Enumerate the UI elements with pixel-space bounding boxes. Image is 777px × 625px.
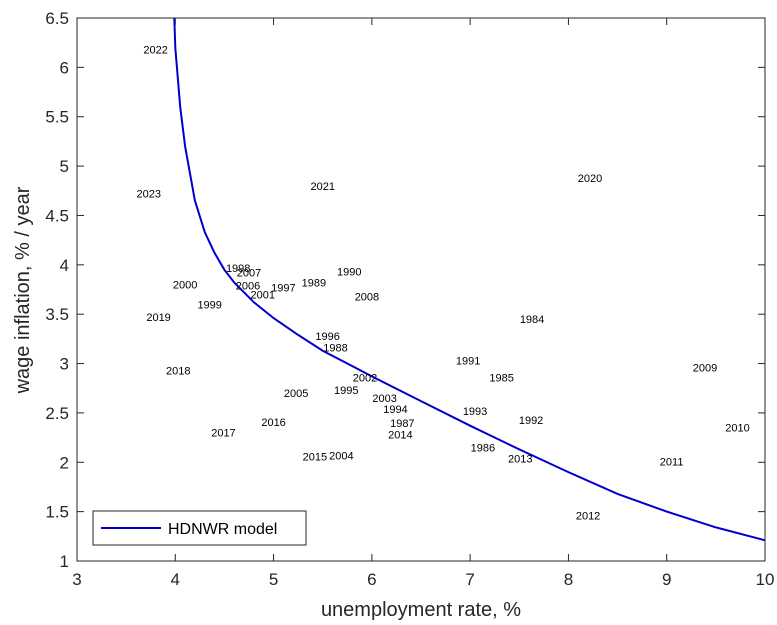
point-label-1990: 1990 (337, 267, 361, 279)
y-tick-label: 6 (60, 58, 69, 77)
axis-ticks (76, 17, 766, 562)
x-tick-label: 9 (662, 570, 671, 589)
y-axis-label: wage inflation, % / year (12, 186, 34, 394)
point-label-2014: 2014 (388, 430, 412, 442)
point-label-1989: 1989 (302, 278, 326, 290)
y-tick-label: 3 (60, 355, 69, 374)
x-axis-label: unemployment rate, % (321, 599, 521, 621)
y-tick-label: 1 (60, 552, 69, 571)
point-label-2018: 2018 (166, 365, 190, 377)
x-tick-label: 6 (367, 570, 376, 589)
point-label-2008: 2008 (355, 291, 379, 303)
point-label-2022: 2022 (143, 45, 167, 57)
legend: HDNWR model (92, 510, 307, 546)
point-label-2016: 2016 (261, 417, 285, 429)
point-label-2017: 2017 (211, 428, 235, 440)
point-label-1995: 1995 (334, 385, 358, 397)
y-tick-label: 4 (60, 256, 69, 275)
point-label-2015: 2015 (303, 451, 327, 463)
point-label-2010: 2010 (725, 423, 749, 435)
point-label-2001: 2001 (251, 289, 275, 301)
legend-label-hdnwr-model: HDNWR model (168, 521, 277, 538)
point-label-2007: 2007 (237, 268, 261, 280)
point-label-1999: 1999 (197, 299, 221, 311)
point-label-2009: 2009 (693, 362, 717, 374)
y-tick-label: 4.5 (45, 206, 69, 225)
x-tick-label: 7 (465, 570, 474, 589)
x-tick-label: 3 (72, 570, 81, 589)
point-label-1987: 1987 (390, 418, 414, 430)
plot-background (77, 18, 765, 561)
x-tick-label: 10 (756, 570, 775, 589)
series-line-hdnwr-model (173, 17, 766, 542)
y-tick-label: 1.5 (45, 503, 69, 522)
y-tick-label: 2 (60, 453, 69, 472)
axis-tick-labels: 3 4 5 6 7 8 9 10 1 1.5 2 2.5 3 3.5 4 4.5 5 5.5 6 6.5 (45, 9, 774, 589)
x-tick-label: 5 (269, 570, 278, 589)
y-tick-label: 5.5 (45, 108, 69, 127)
point-label-1993: 1993 (463, 406, 487, 418)
point-label-2019: 2019 (146, 312, 170, 324)
point-label-2020: 2020 (578, 173, 602, 185)
point-label-2005: 2005 (284, 388, 308, 400)
point-label-1988: 1988 (323, 343, 347, 355)
point-label-1985: 1985 (489, 372, 513, 384)
point-label-2002: 2002 (353, 372, 377, 384)
y-tick-label: 6.5 (45, 9, 69, 28)
point-label-2023: 2023 (137, 189, 161, 201)
point-label-2011: 2011 (660, 456, 684, 468)
y-tick-label: 5 (60, 157, 69, 176)
point-label-1986: 1986 (471, 442, 495, 454)
point-label-1984: 1984 (520, 314, 544, 326)
x-tick-label: 4 (171, 570, 180, 589)
point-label-1998: 1998 (226, 263, 250, 275)
plot-frame (76, 17, 766, 562)
point-label-2012: 2012 (576, 511, 600, 523)
point-label-1994: 1994 (383, 404, 407, 416)
x-tick-label: 8 (564, 570, 573, 589)
point-label-1992: 1992 (519, 415, 543, 427)
point-label-2006: 2006 (236, 281, 260, 293)
point-label-1996: 1996 (315, 331, 339, 343)
point-label-1991: 1991 (456, 356, 480, 368)
point-label-2003: 2003 (372, 393, 396, 405)
y-tick-label: 2.5 (45, 404, 69, 423)
point-label-2004: 2004 (329, 450, 353, 462)
point-label-2021: 2021 (310, 181, 334, 193)
point-label-2013: 2013 (508, 453, 532, 465)
point-label-1997: 1997 (271, 283, 295, 295)
y-tick-label: 3.5 (45, 305, 69, 324)
point-label-2000: 2000 (173, 280, 197, 292)
